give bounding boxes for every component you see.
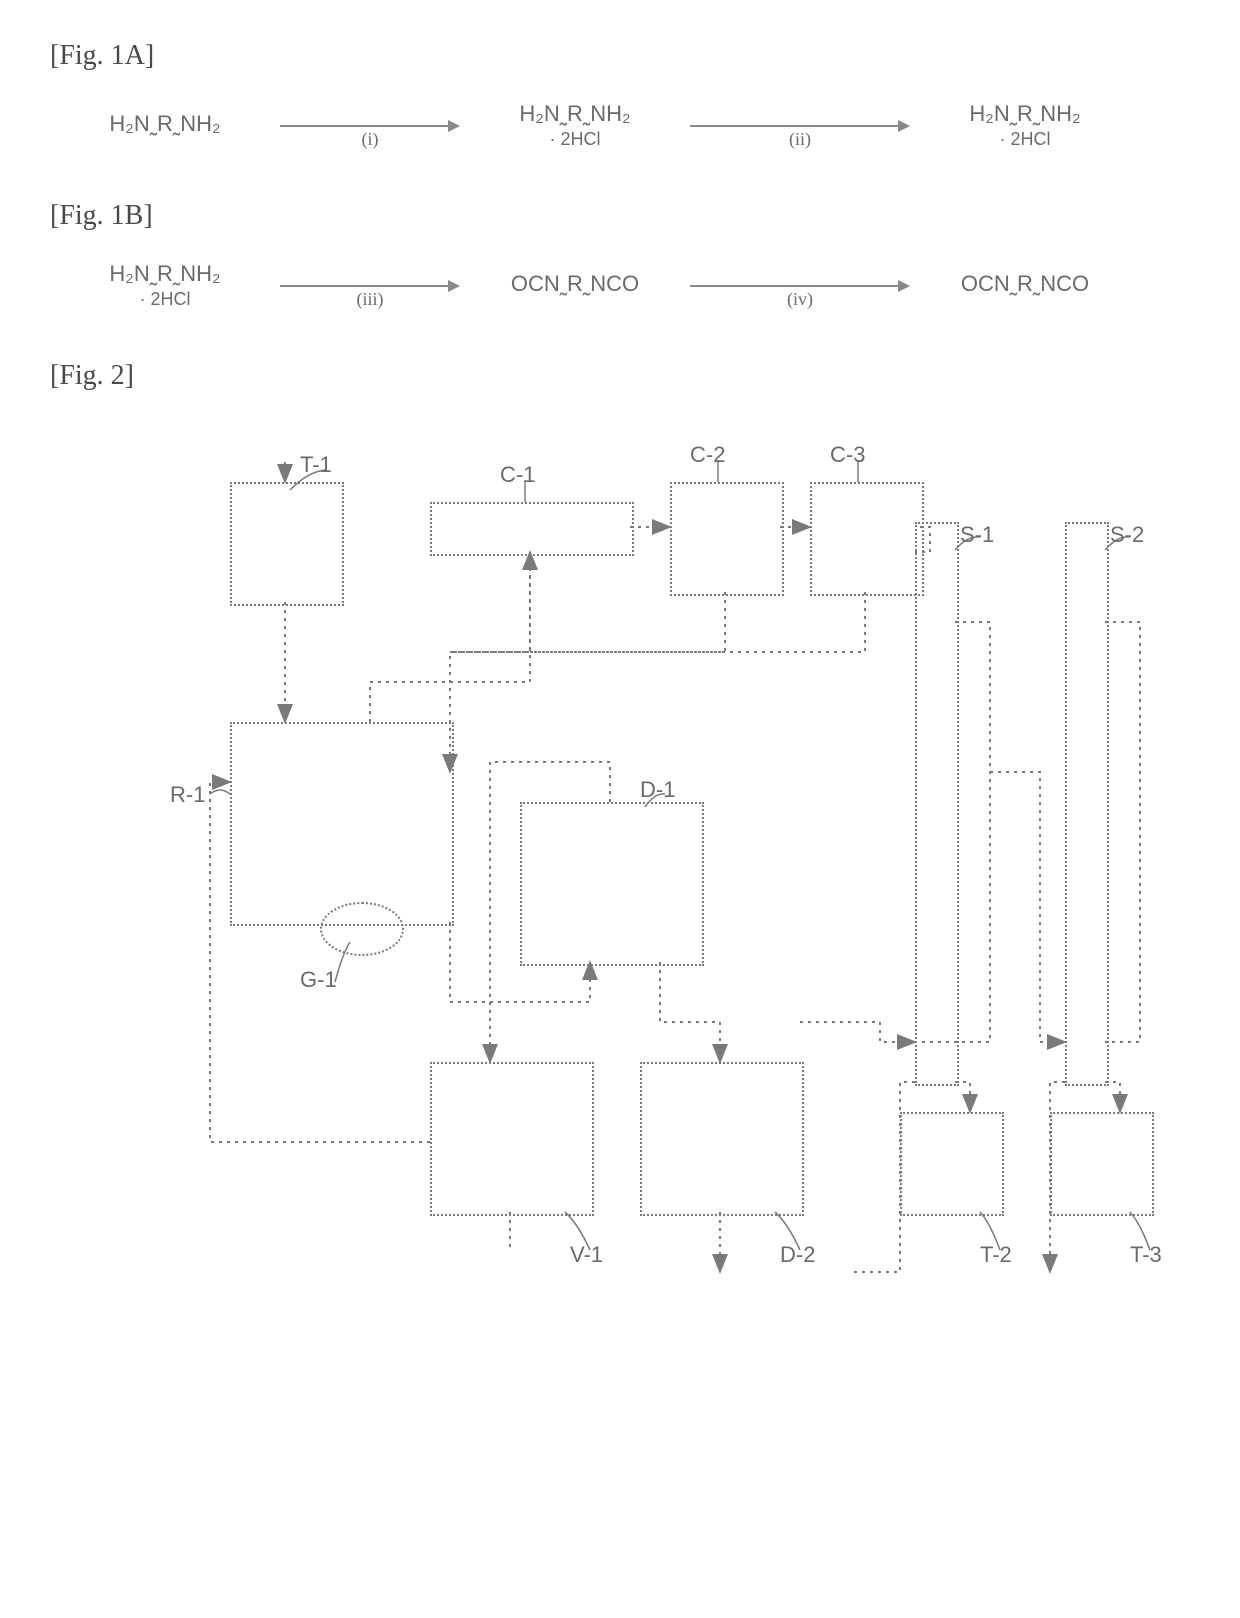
node-label-C3: C-3 xyxy=(830,442,865,468)
step-label: (iv) xyxy=(690,289,910,310)
formula: H₂N˷R˷NH₂ xyxy=(109,261,220,286)
molecule: H₂N˷R˷NH₂ xyxy=(90,112,240,140)
node-C2 xyxy=(670,482,784,596)
step-label: (iii) xyxy=(280,289,460,310)
node-label-C2: C-2 xyxy=(690,442,725,468)
fig-1a-label: [Fig. 1A] xyxy=(50,40,1190,72)
node-R1 xyxy=(230,722,454,926)
node-label-S2: S-2 xyxy=(1110,522,1144,548)
molecule: OCN˷R˷NCO xyxy=(500,272,650,300)
formula: H₂N˷R˷NH₂ xyxy=(969,101,1080,126)
node-T2 xyxy=(900,1112,1004,1216)
node-C1 xyxy=(430,502,634,556)
salt: · 2HCl xyxy=(90,290,240,310)
page: [Fig. 1A] H₂N˷R˷NH₂ (i) H₂N˷R˷NH₂ · 2HCl… xyxy=(0,0,1240,1618)
node-label-T2: T-2 xyxy=(980,1242,1012,1268)
reaction-arrow: (ii) xyxy=(690,111,910,141)
node-label-S1: S-1 xyxy=(960,522,994,548)
molecule: H₂N˷R˷NH₂ · 2HCl xyxy=(950,102,1100,150)
node-T3 xyxy=(1050,1112,1154,1216)
node-label-D2: D-2 xyxy=(780,1242,815,1268)
node-G1 xyxy=(320,902,404,956)
node-label-D1: D-1 xyxy=(640,777,675,803)
salt: · 2HCl xyxy=(950,130,1100,150)
reaction-arrow: (iv) xyxy=(690,271,910,301)
node-label-R1: R-1 xyxy=(170,782,205,808)
fig-1b-label: [Fig. 1B] xyxy=(50,200,1190,232)
formula: H₂N˷R˷NH₂ xyxy=(109,111,220,136)
fig-2-label: [Fig. 2] xyxy=(50,360,1190,392)
formula: OCN˷R˷NCO xyxy=(511,271,639,296)
formula: OCN˷R˷NCO xyxy=(961,271,1089,296)
molecule: H₂N˷R˷NH₂ · 2HCl xyxy=(500,102,650,150)
node-D2 xyxy=(640,1062,804,1216)
salt: · 2HCl xyxy=(500,130,650,150)
node-label-C1: C-1 xyxy=(500,462,535,488)
node-S1 xyxy=(915,522,959,1086)
reaction-1b: H₂N˷R˷NH₂ · 2HCl (iii) OCN˷R˷NCO (iv) OC… xyxy=(50,262,1190,310)
node-label-G1: G-1 xyxy=(300,967,337,993)
node-D1 xyxy=(520,802,704,966)
formula: H₂N˷R˷NH₂ xyxy=(519,101,630,126)
reaction-arrow: (iii) xyxy=(280,271,460,301)
node-label-V1: V-1 xyxy=(570,1242,603,1268)
reaction-1a: H₂N˷R˷NH₂ (i) H₂N˷R˷NH₂ · 2HCl (ii) H₂N˷… xyxy=(50,102,1190,150)
step-label: (ii) xyxy=(690,129,910,150)
molecule: H₂N˷R˷NH₂ · 2HCl xyxy=(90,262,240,310)
reaction-arrow: (i) xyxy=(280,111,460,141)
node-V1 xyxy=(430,1062,594,1216)
node-C3 xyxy=(810,482,924,596)
node-T1 xyxy=(230,482,344,606)
step-label: (i) xyxy=(280,129,460,150)
node-label-T3: T-3 xyxy=(1130,1242,1162,1268)
process-flow-diagram: T-1 C-1 C-2 C-3 R-1 G-1 D-1 V-1 D-2 S-1 S-2 T-2 T-3 xyxy=(170,422,1170,1322)
node-S2 xyxy=(1065,522,1109,1086)
molecule: OCN˷R˷NCO xyxy=(950,272,1100,300)
node-label-T1: T-1 xyxy=(300,452,332,478)
